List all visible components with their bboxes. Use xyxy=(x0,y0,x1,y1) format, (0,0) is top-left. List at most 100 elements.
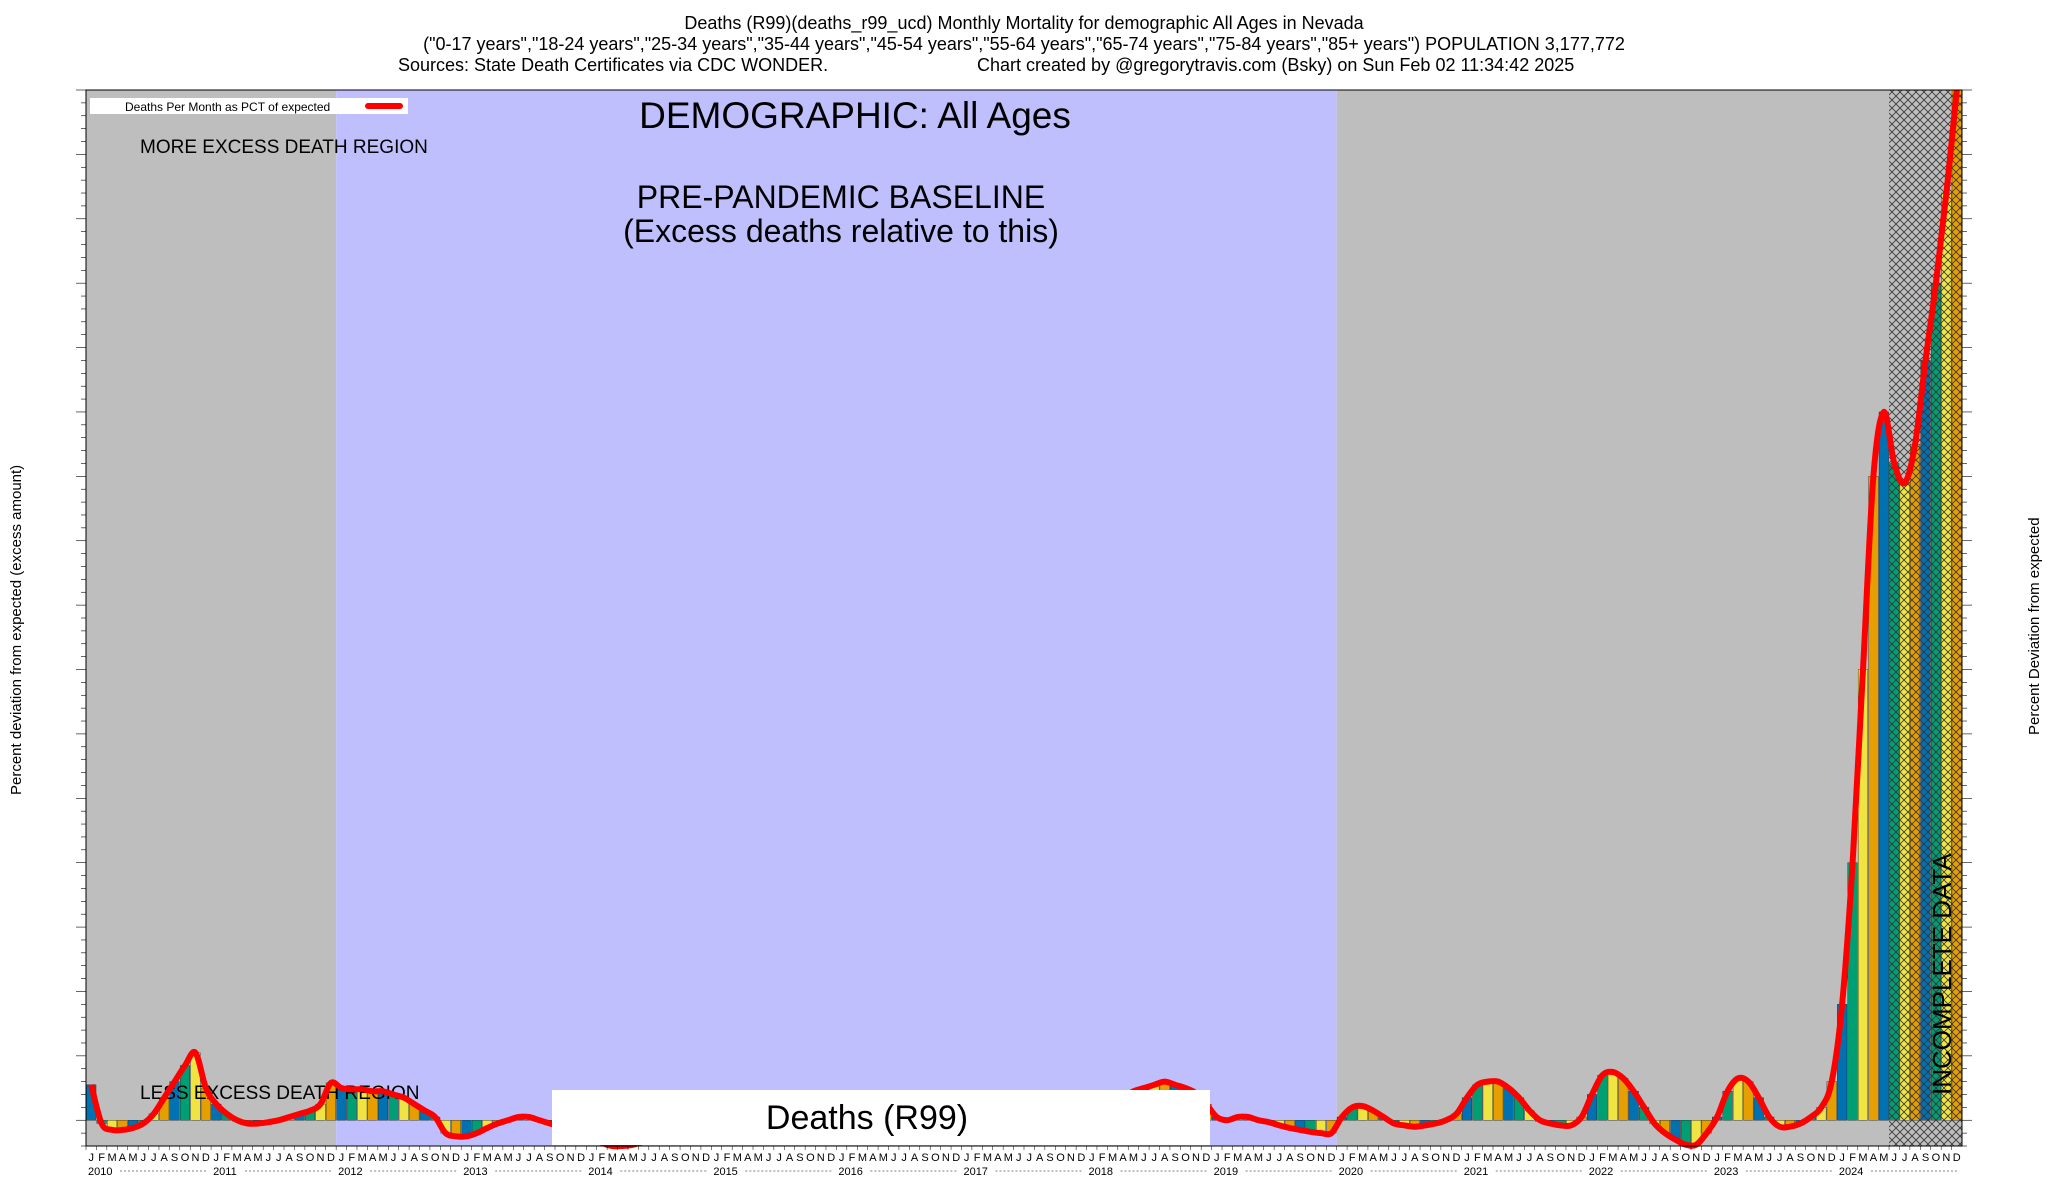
x-month-tick-label: O xyxy=(1682,1152,1691,1164)
x-month-tick-label: N xyxy=(692,1152,700,1164)
x-month-tick-label: J xyxy=(1402,1152,1408,1164)
x-month-tick-label: J xyxy=(651,1152,657,1164)
x-month-tick-label: S xyxy=(1171,1152,1178,1164)
cause-label-box xyxy=(552,1090,1210,1145)
x-month-tick-label: F xyxy=(473,1152,480,1164)
x-month-tick-label: J xyxy=(1777,1152,1783,1164)
x-month-tick-label: M xyxy=(1233,1152,1242,1164)
bar xyxy=(1607,1071,1618,1121)
excess-region-2 xyxy=(1336,90,1962,1146)
x-month-tick-label: M xyxy=(608,1152,617,1164)
x-month-tick-label: A xyxy=(1036,1152,1044,1164)
x-month-tick-label: A xyxy=(286,1152,294,1164)
x-month-tick-label: S xyxy=(296,1152,303,1164)
x-month-tick-label: J xyxy=(151,1152,157,1164)
x-month-tick-label: D xyxy=(327,1152,335,1164)
x-year-tick-label: 2018 xyxy=(1089,1166,1113,1178)
x-month-tick-label: D xyxy=(1578,1152,1586,1164)
x-month-tick-label: J xyxy=(339,1152,345,1164)
x-month-tick-label: J xyxy=(1652,1152,1658,1164)
incomplete-data-region xyxy=(1889,90,1962,1146)
x-month-tick-label: M xyxy=(1504,1152,1513,1164)
x-month-tick-label: M xyxy=(128,1152,137,1164)
x-month-tick-label: O xyxy=(1306,1152,1315,1164)
x-month-tick-label: M xyxy=(1733,1152,1742,1164)
x-month-tick-label: N xyxy=(817,1152,825,1164)
x-month-tick-label: J xyxy=(891,1152,897,1164)
x-month-tick-label: J xyxy=(391,1152,397,1164)
x-month-tick-label: J xyxy=(589,1152,595,1164)
x-month-tick-label: S xyxy=(1046,1152,1053,1164)
x-month-tick-label: J xyxy=(141,1152,147,1164)
x-month-tick-label: A xyxy=(494,1152,502,1164)
x-month-tick-label: J xyxy=(88,1152,94,1164)
x-month-tick-label: O xyxy=(181,1152,190,1164)
x-month-tick-label: J xyxy=(1339,1152,1345,1164)
x-year-tick-label: 2022 xyxy=(1589,1166,1613,1178)
x-month-tick-label: D xyxy=(202,1152,210,1164)
credit-text: Chart created by @gregorytravis.com (Bsk… xyxy=(977,55,1575,75)
x-month-tick-label: A xyxy=(661,1152,669,1164)
x-month-tick-label: J xyxy=(901,1152,907,1164)
x-month-tick-label: A xyxy=(1244,1152,1252,1164)
x-month-tick-label: M xyxy=(483,1152,492,1164)
x-month-tick-label: O xyxy=(806,1152,815,1164)
x-month-tick-label: J xyxy=(839,1152,845,1164)
x-month-tick-label: J xyxy=(1277,1152,1283,1164)
x-month-tick-label: A xyxy=(1286,1152,1294,1164)
x-month-tick-label: A xyxy=(1786,1152,1794,1164)
x-month-tick-label: J xyxy=(1766,1152,1772,1164)
x-month-tick-label: A xyxy=(1870,1152,1878,1164)
x-month-tick-label: F xyxy=(1099,1152,1106,1164)
x-month-tick-label: M xyxy=(107,1152,116,1164)
x-month-tick-label: J xyxy=(266,1152,272,1164)
x-month-tick-label: M xyxy=(733,1152,742,1164)
x-year-tick-label: 2010 xyxy=(88,1166,112,1178)
x-month-tick-label: F xyxy=(1724,1152,1731,1164)
x-month-tick-label: J xyxy=(1516,1152,1522,1164)
x-month-tick-label: A xyxy=(160,1152,168,1164)
x-month-tick-label: O xyxy=(1181,1152,1190,1164)
demographic-label: DEMOGRAPHIC: All Ages xyxy=(639,95,1071,136)
x-month-tick-label: S xyxy=(1547,1152,1554,1164)
x-month-tick-label: M xyxy=(1754,1152,1763,1164)
x-month-tick-label: M xyxy=(1858,1152,1867,1164)
x-month-tick-label: A xyxy=(536,1152,544,1164)
x-month-tick-label: O xyxy=(1056,1152,1065,1164)
x-month-tick-label: D xyxy=(1828,1152,1836,1164)
x-month-tick-label: F xyxy=(223,1152,230,1164)
x-month-tick-label: J xyxy=(714,1152,720,1164)
x-month-tick-label: A xyxy=(1119,1152,1127,1164)
x-month-tick-label: A xyxy=(994,1152,1002,1164)
x-month-tick-label: D xyxy=(952,1152,960,1164)
x-month-tick-label: S xyxy=(546,1152,553,1164)
x-month-tick-label: J xyxy=(1902,1152,1908,1164)
incomplete-data-overlay xyxy=(1889,90,1962,1146)
x-month-tick-label: A xyxy=(411,1152,419,1164)
x-month-tick-label: A xyxy=(619,1152,627,1164)
x-month-tick-label: M xyxy=(504,1152,513,1164)
x-month-tick-label: J xyxy=(964,1152,970,1164)
x-month-tick-label: J xyxy=(1016,1152,1022,1164)
x-month-tick-label: A xyxy=(369,1152,377,1164)
x-month-tick-label: F xyxy=(1474,1152,1481,1164)
bar xyxy=(1493,1081,1504,1121)
x-month-tick-label: O xyxy=(431,1152,440,1164)
incomplete-data-label: INCOMPLETE DATA xyxy=(1927,853,1957,1095)
bar xyxy=(1482,1081,1493,1121)
x-month-tick-label: M xyxy=(879,1152,888,1164)
x-month-tick-label: F xyxy=(348,1152,355,1164)
x-month-tick-label: F xyxy=(1599,1152,1606,1164)
x-month-tick-label: D xyxy=(827,1152,835,1164)
x-month-tick-label: J xyxy=(1214,1152,1220,1164)
x-month-tick-label: N xyxy=(567,1152,575,1164)
x-month-tick-label: J xyxy=(516,1152,522,1164)
x-month-tick-label: A xyxy=(244,1152,252,1164)
x-month-tick-label: F xyxy=(1849,1152,1856,1164)
x-month-tick-label: M xyxy=(1483,1152,1492,1164)
x-month-tick-label: S xyxy=(1672,1152,1679,1164)
x-month-tick-label: M xyxy=(1254,1152,1263,1164)
x-year-tick-label: 2024 xyxy=(1839,1166,1863,1178)
cause-label: Deaths (R99) xyxy=(766,1099,968,1137)
baseline-label-line-1: PRE-PANDEMIC BASELINE xyxy=(637,179,1045,215)
